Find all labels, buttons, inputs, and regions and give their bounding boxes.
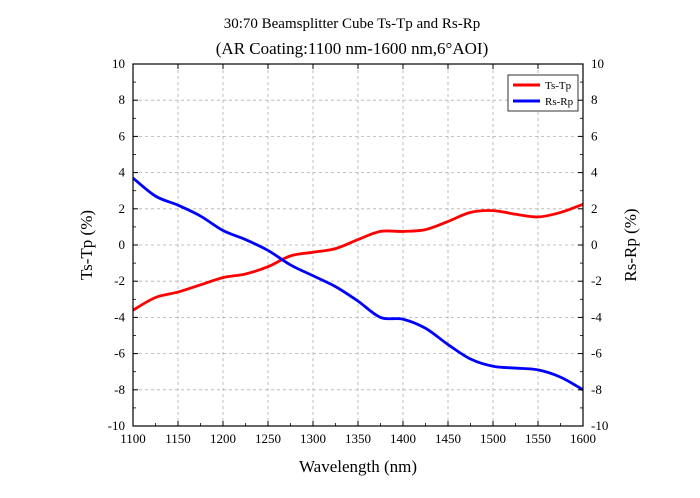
y2-tick-label: -6 bbox=[591, 346, 602, 361]
y2-tick-label: 4 bbox=[591, 165, 598, 180]
y2-tick-label: -4 bbox=[591, 309, 602, 324]
y2-axis-label: Rs-Rp (%) bbox=[621, 208, 640, 281]
x-tick-label: 1300 bbox=[300, 431, 326, 446]
x-tick-label: 1350 bbox=[345, 431, 371, 446]
x-tick-label: 1400 bbox=[390, 431, 416, 446]
x-tick-label: 1250 bbox=[255, 431, 281, 446]
y-tick-label: 6 bbox=[119, 128, 126, 143]
series-line-ts-tp bbox=[132, 202, 584, 312]
legend-label-ts-tp: Ts-Tp bbox=[545, 80, 572, 92]
x-tick-label: 1500 bbox=[480, 431, 506, 446]
y2-tick-label: -10 bbox=[591, 418, 608, 433]
y2-tick-label: 8 bbox=[591, 92, 598, 107]
y2-tick-label: -2 bbox=[591, 273, 602, 288]
series-line-rs-rp bbox=[132, 176, 584, 392]
chart-title: 30:70 Beamsplitter Cube Ts-Tp and Rs-Rp bbox=[224, 16, 481, 32]
series-layer bbox=[132, 176, 584, 392]
y-tick-label: 2 bbox=[119, 201, 126, 216]
y2-tick-label: -8 bbox=[591, 382, 602, 397]
x-tick-label: 1550 bbox=[525, 431, 551, 446]
y2-tick-label: 6 bbox=[591, 128, 598, 143]
y-tick-label: 4 bbox=[119, 165, 126, 180]
y-tick-label: 0 bbox=[119, 237, 126, 252]
grid bbox=[133, 64, 583, 426]
x-tick-label: 1600 bbox=[570, 431, 596, 446]
x-axis-label: Wavelength (nm) bbox=[299, 457, 417, 476]
legend-box bbox=[507, 74, 579, 112]
legend: Ts-Tp Rs-Rp bbox=[507, 74, 579, 112]
x-tick-label: 1150 bbox=[165, 431, 191, 446]
y-axis-label: Ts-Tp (%) bbox=[77, 210, 96, 280]
y-tick-label: -2 bbox=[114, 273, 125, 288]
ticks: 1100 1150 1200 1250 1300 1350 1400 1450 1500 1550… bbox=[108, 56, 609, 446]
x-tick-label: 1100 bbox=[120, 431, 146, 446]
y-tick-label: -6 bbox=[114, 346, 125, 361]
y-tick-label: 10 bbox=[112, 56, 125, 71]
y-tick-label: -10 bbox=[108, 418, 125, 433]
y2-tick-label: 10 bbox=[591, 56, 604, 71]
y-tick-label: -8 bbox=[114, 382, 125, 397]
legend-label-rs-rp: Rs-Rp bbox=[545, 96, 574, 108]
y-tick-label: 8 bbox=[119, 92, 126, 107]
x-tick-label: 1450 bbox=[435, 431, 461, 446]
y2-tick-label: 0 bbox=[591, 237, 598, 252]
x-tick-label: 1200 bbox=[210, 431, 236, 446]
y-tick-label: -4 bbox=[114, 309, 125, 324]
chart-subtitle: (AR Coating:1100 nm-1600 nm,6°AOI) bbox=[216, 39, 488, 58]
y2-tick-label: 2 bbox=[591, 201, 598, 216]
